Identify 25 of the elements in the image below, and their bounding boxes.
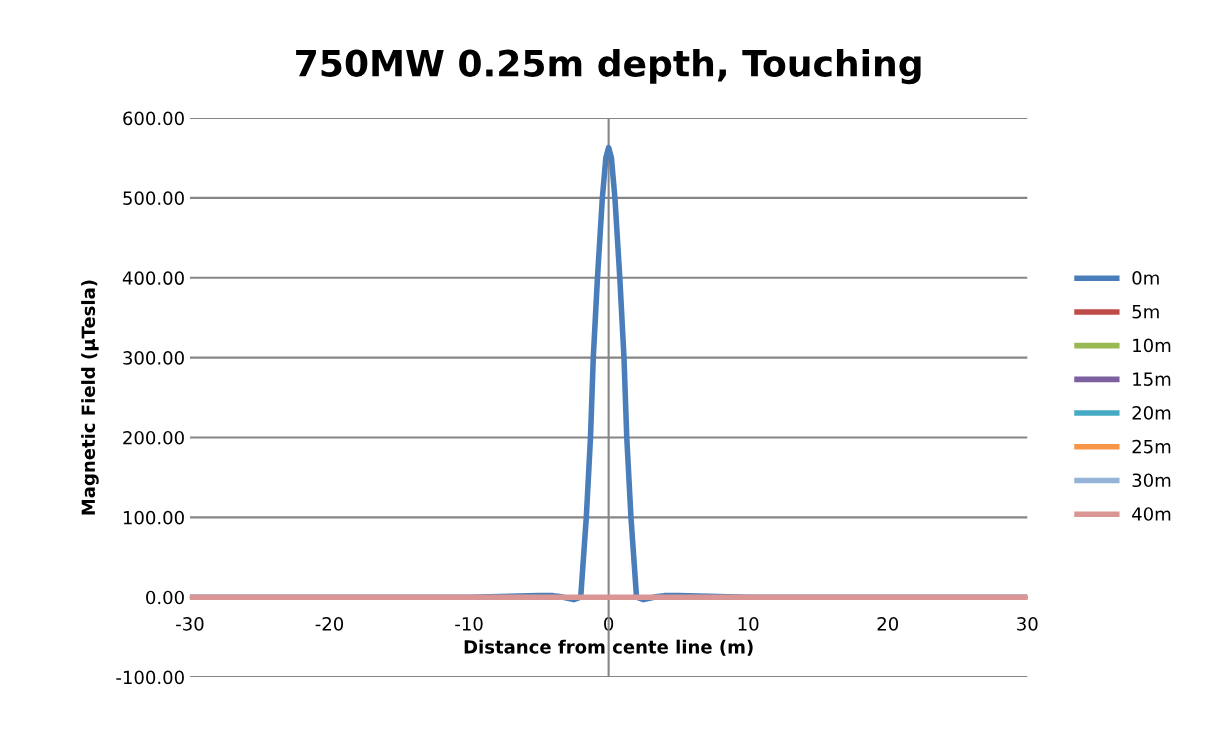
y-tick-label: -100.00 [116,670,184,685]
legend-label: 10m [1133,338,1171,353]
legend-label: 40m [1132,507,1171,521]
y-axis-title: Magnetic Field (µTesla) [81,280,99,515]
legend-label: 25m [1132,439,1171,454]
x-tick-label: 10 [738,617,759,631]
legend-label: 30m [1132,473,1171,488]
x-tick-label: 30 [1017,617,1038,631]
x-axis-title: Distance from cente line (m) [464,639,753,656]
legend-label: 15m [1133,372,1171,386]
x-tick-label: -10 [455,617,483,631]
y-tick-label: 600.00 [123,111,184,126]
x-tick-label: 20 [877,617,899,631]
y-tick-label: 100.00 [123,510,184,525]
y-tick-label: 400.00 [122,271,184,285]
legend-label: 0m [1132,271,1159,285]
y-tick-label: 500.00 [123,191,184,206]
legend-label: 20m [1132,406,1171,420]
legend-label: 5m [1132,305,1159,319]
y-tick-label: 0.00 [146,590,184,605]
x-tick-label: -30 [176,617,204,631]
x-tick-label: -20 [315,617,344,631]
chart-title: 750MW 0.25m depth, Touching [296,48,921,85]
y-tick-label: 200.00 [123,430,184,445]
y-tick-label: 300.00 [123,351,184,365]
